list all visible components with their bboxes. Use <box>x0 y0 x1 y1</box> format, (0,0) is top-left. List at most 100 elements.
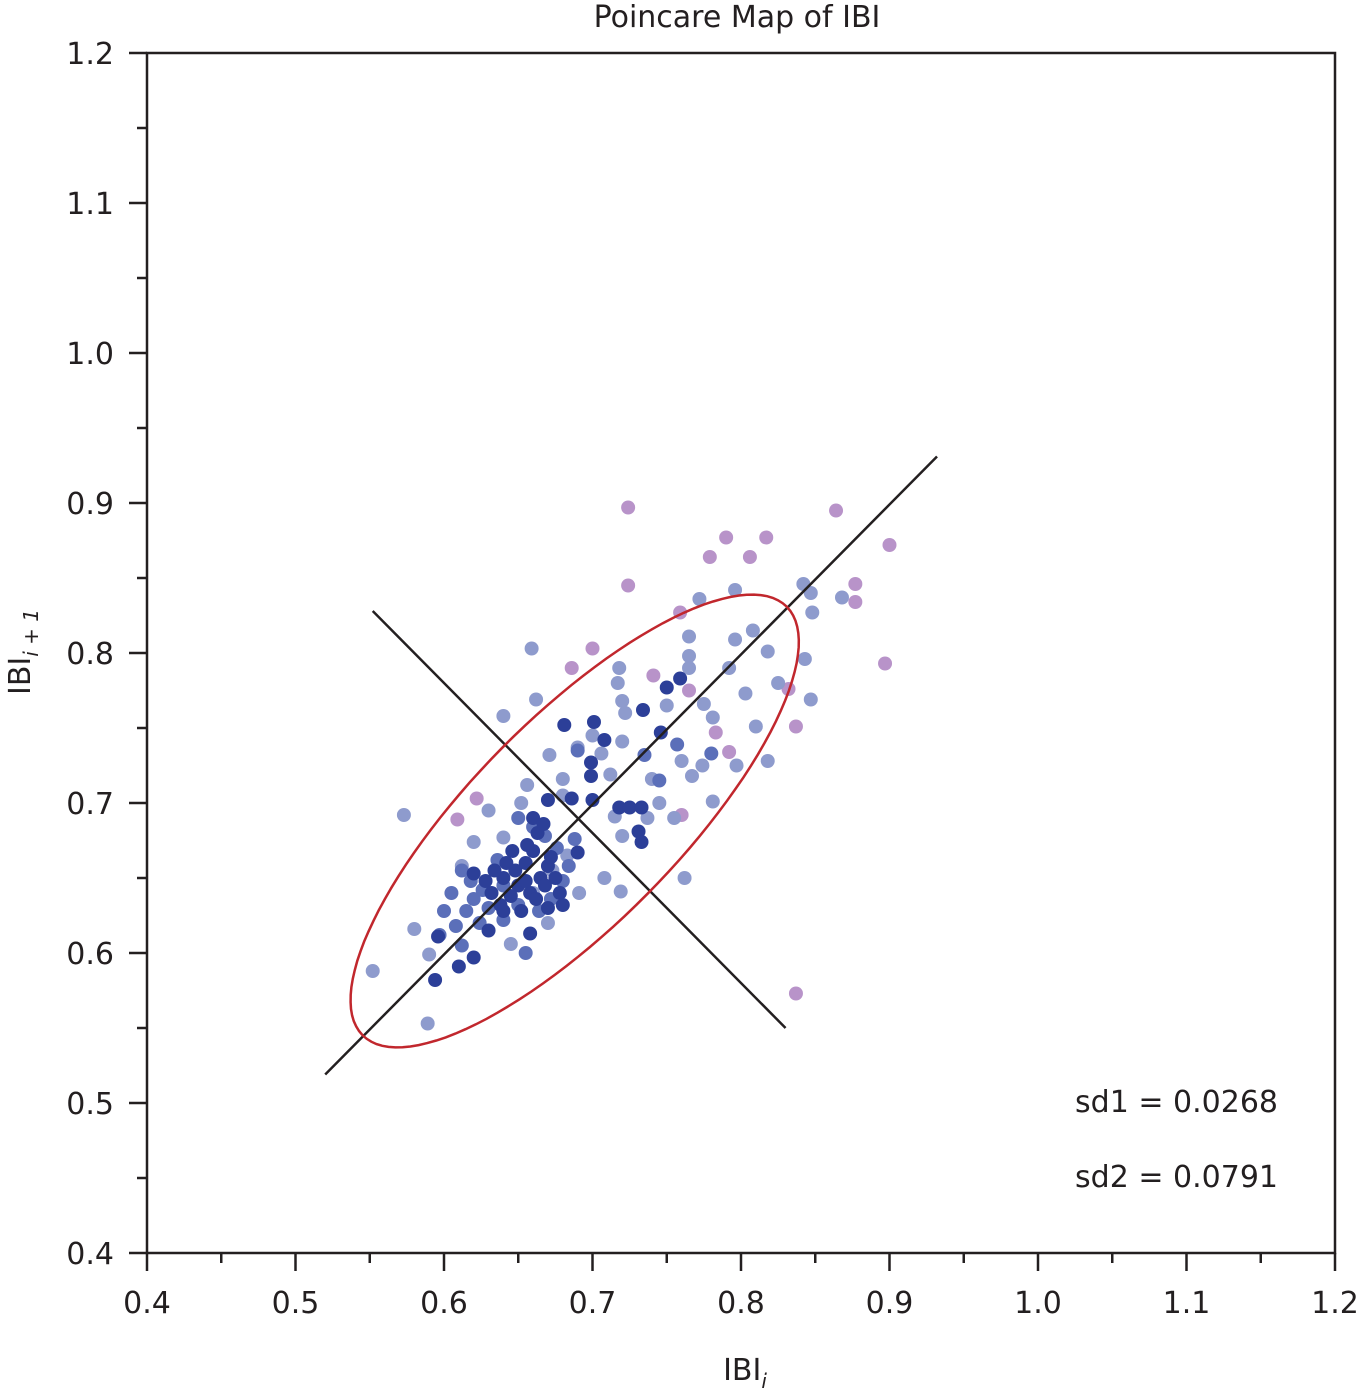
data-point <box>882 538 897 552</box>
data-point <box>652 773 667 788</box>
y-tick-label: 0.6 <box>66 937 114 972</box>
data-point <box>466 866 481 881</box>
data-point <box>444 886 459 900</box>
data-point <box>612 800 627 815</box>
data-point <box>514 796 529 810</box>
y-axis-label-main: IBI <box>3 657 38 695</box>
data-point <box>674 754 689 768</box>
data-point <box>496 904 511 918</box>
x-tick-label: 0.6 <box>420 1286 468 1321</box>
data-point <box>646 668 661 683</box>
x-tick-label: 1.1 <box>1163 1286 1211 1321</box>
data-point <box>437 904 451 918</box>
data-point <box>615 829 630 843</box>
data-point <box>618 706 633 720</box>
data-point <box>584 769 599 783</box>
data-point <box>803 692 818 707</box>
data-point <box>469 791 484 806</box>
data-point <box>396 808 411 822</box>
data-point <box>621 578 636 593</box>
data-point <box>570 743 585 758</box>
data-point <box>520 778 535 792</box>
y-tick-label: 0.7 <box>66 787 114 822</box>
data-point <box>705 710 720 725</box>
data-point <box>729 758 744 773</box>
data-point <box>481 923 496 938</box>
perpendicular-line <box>371 610 787 1029</box>
data-point <box>615 694 630 708</box>
data-point <box>621 500 636 515</box>
data-point <box>748 719 763 734</box>
data-point <box>702 550 717 564</box>
data-point <box>466 950 481 965</box>
data-point <box>805 605 820 620</box>
x-tick-label: 0.4 <box>123 1286 171 1321</box>
data-point <box>518 856 533 870</box>
data-point <box>848 595 863 609</box>
data-point <box>557 718 572 732</box>
y-tick-label: 1.1 <box>66 187 114 222</box>
data-point <box>695 758 710 773</box>
y-axis-label: IBIi + 1 <box>3 609 43 695</box>
lines-layer <box>324 455 938 1076</box>
data-point <box>584 755 599 770</box>
x-tick-label: 0.5 <box>272 1286 320 1321</box>
data-point <box>552 886 567 900</box>
data-point <box>597 871 612 885</box>
data-point <box>708 725 723 740</box>
data-point <box>511 811 526 825</box>
data-point <box>570 845 585 860</box>
data-point <box>622 800 637 815</box>
data-point <box>555 898 570 912</box>
chart-title: Poincare Map of IBI <box>594 0 881 35</box>
data-point <box>742 550 757 564</box>
data-point <box>428 973 443 987</box>
data-point <box>848 577 863 591</box>
sd2-annotation: sd2 = 0.0791 <box>1075 1160 1278 1195</box>
data-point <box>422 947 437 962</box>
data-point <box>459 904 474 918</box>
data-point <box>673 671 688 686</box>
data-point <box>615 734 630 749</box>
data-point <box>760 754 775 768</box>
data-point <box>451 959 466 974</box>
x-axis-label: IBIi <box>723 1353 767 1391</box>
x-tick-label: 0.7 <box>569 1286 617 1321</box>
data-point <box>738 686 753 701</box>
data-point <box>719 530 734 545</box>
data-point <box>518 874 533 888</box>
data-point <box>682 683 697 698</box>
y-axis-label-sub: i + 1 <box>19 609 43 657</box>
data-point <box>635 703 650 717</box>
data-point <box>696 697 711 711</box>
data-point <box>478 874 493 888</box>
data-point <box>722 745 737 759</box>
x-tick-label: 0.8 <box>717 1286 765 1321</box>
data-point <box>365 964 380 978</box>
data-point <box>677 871 692 885</box>
x-tick-label: 1.2 <box>1311 1286 1358 1321</box>
data-point <box>692 592 707 606</box>
data-point <box>704 746 719 761</box>
data-point <box>487 863 502 878</box>
data-point <box>878 656 893 671</box>
data-point <box>834 590 849 605</box>
data-point <box>634 800 649 815</box>
data-point <box>481 803 496 818</box>
data-point <box>548 871 563 885</box>
data-point <box>536 817 551 831</box>
data-point <box>631 824 646 839</box>
data-point <box>684 769 699 783</box>
data-point <box>537 878 552 893</box>
y-tick-label: 0.5 <box>66 1087 114 1122</box>
data-point <box>585 641 600 656</box>
data-point <box>524 641 539 656</box>
data-point <box>526 811 541 825</box>
data-point <box>567 832 582 846</box>
data-point <box>659 680 674 695</box>
data-point <box>564 661 579 675</box>
data-point <box>520 838 535 852</box>
data-point <box>771 676 786 690</box>
x-tick-label: 1.0 <box>1014 1286 1062 1321</box>
